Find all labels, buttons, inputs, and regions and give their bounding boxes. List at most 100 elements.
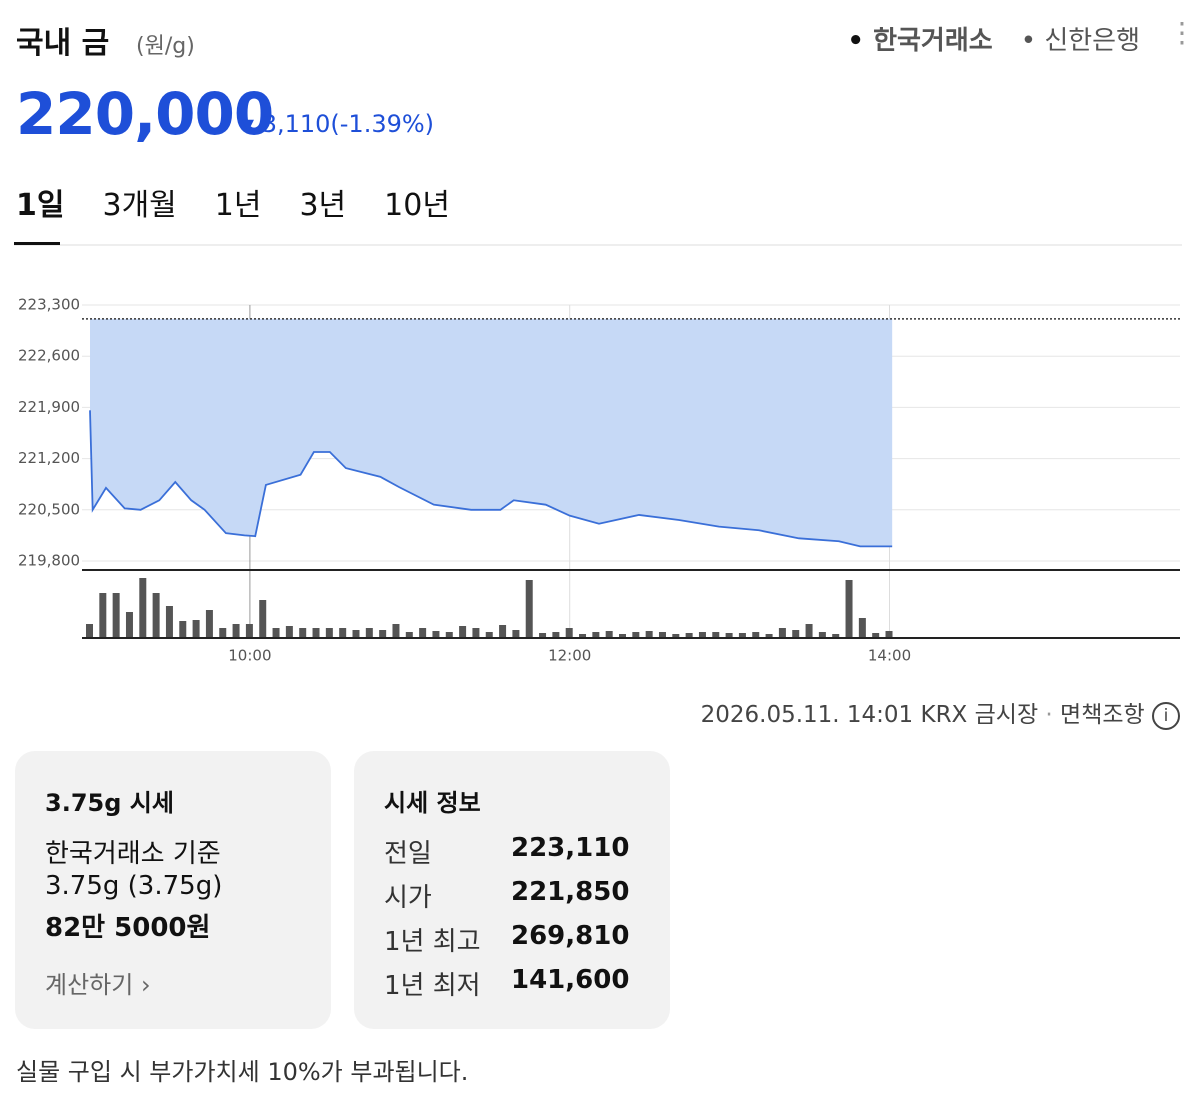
volume-bar [778,628,786,638]
info-value: 141,600 [511,965,630,995]
volume-bar [272,628,280,638]
period-tab[interactable]: 3년 [299,188,347,223]
volume-bar [192,620,200,638]
volume-bar [112,593,120,638]
volume-bar [698,632,706,638]
volume-bar [792,630,800,638]
footer: 2026.05.11. 14:01 KRX 금시장 · 면책조항 i [701,695,1180,730]
change-value: 3,110 [261,110,331,138]
volume-bar [432,631,440,638]
y-tick-label: 222,600 [18,347,80,365]
timestamp: 2026.05.11. 14:01 KRX 금시장 [700,702,1039,728]
period-tab[interactable]: 10년 [384,188,450,223]
info-label: 전일 [384,839,432,869]
volume-bar [672,634,680,638]
card-title: 3.75g 시세 [45,789,174,817]
volume-bar [312,628,320,638]
y-tick-label: 220,500 [18,500,80,518]
volume-bar [619,634,627,638]
volume-bar [299,628,307,638]
volume-bar [139,578,147,638]
volume-bar [512,630,520,638]
volume-bar [352,630,360,638]
source-label: 신한은행 [1044,26,1140,56]
volume-bar [872,633,880,638]
volume-bar [485,632,493,638]
y-tick-label: 219,800 [18,552,80,570]
volume-bar [752,632,760,638]
chart: 219,800 220,500 221,200 221,900 222,600 223,3… [18,296,1180,665]
volume-bar [339,628,347,638]
volume-bar [152,593,160,638]
volume-bar [565,628,573,638]
volume-bar [805,624,813,638]
source-tab[interactable]: • 한국거래소 [847,26,993,56]
volume-bar [858,618,866,638]
area-fill [89,318,893,547]
volume-bar [632,632,640,638]
source-label: 한국거래소 [873,26,993,56]
x-tick-label: 14:00 [868,647,911,665]
y-tick-label: 223,300 [18,296,80,314]
volume-bar [552,632,560,638]
volume-bar [405,632,413,638]
period-tab[interactable]: 1일 [16,188,65,223]
active-tab-underline [14,242,60,245]
volume-bar [738,633,746,638]
volume-bar [99,593,107,638]
change-pct: (-1.39%) [330,110,435,138]
period-tab[interactable]: 3개월 [102,188,177,223]
volume-bar [525,580,533,638]
calc-link[interactable]: 계산하기 [45,971,134,999]
volume-bar [219,628,227,638]
title: 국내 금 [16,26,110,61]
volume-bar [245,624,253,638]
info-label: 시가 [384,883,432,913]
change: ▾ 3,110(-1.39%) [242,110,435,138]
card-line: 3.75g (3.75g) [45,871,223,901]
volume-bar [885,631,893,638]
volume-bar [645,631,653,638]
volume-bar [539,633,547,638]
period-tab[interactable]: 1년 [214,188,262,223]
volume-bar [392,624,400,638]
volume-bar [419,628,427,638]
volume-bar [365,628,373,638]
volume-bar [459,626,467,638]
volume-bar [765,634,773,638]
card-title: 시세 정보 [384,789,481,817]
volume-bar [605,631,613,638]
volume-bar [658,632,666,638]
volume-bar [379,630,387,638]
volume-bar [325,628,333,638]
volume-bar [205,610,213,638]
source-tab[interactable]: • 신한은행 [1020,26,1140,56]
x-tick-label: 12:00 [548,647,591,665]
volume-bar [818,632,826,638]
volume-bar [579,634,587,638]
price: 220,000 [16,80,274,148]
volume-bar [165,606,173,638]
volume-bar [179,621,187,638]
info-value: 223,110 [511,833,630,863]
card-375g: 3.75g 시세 한국거래소 기준 3.75g (3.75g) 82만 5000… [15,751,331,1029]
y-tick-label: 221,200 [18,449,80,467]
calc-link-wrap: 계산하기 › [45,971,151,999]
volume-bar [232,624,240,638]
volume-bar [85,624,93,638]
more-menu[interactable]: ⋮ [1168,16,1196,49]
volume-bar [832,634,840,638]
volume-bar [259,600,267,638]
card-info: 시세 정보 전일 223,110 시가 221,850 1년 최고 269,810 1년 최… [354,751,670,1029]
info-value: 269,810 [511,921,630,951]
unit: (원/g) [136,34,195,59]
volume-bar [845,580,853,638]
volume-bar [725,633,733,638]
info-label: 1년 최저 [384,971,481,1001]
disclaimer-link[interactable]: 면책조항 [1060,702,1145,728]
divider [14,244,1182,246]
volume-bar [592,632,600,638]
volume-bar [685,633,693,638]
y-tick-label: 221,900 [18,398,80,416]
